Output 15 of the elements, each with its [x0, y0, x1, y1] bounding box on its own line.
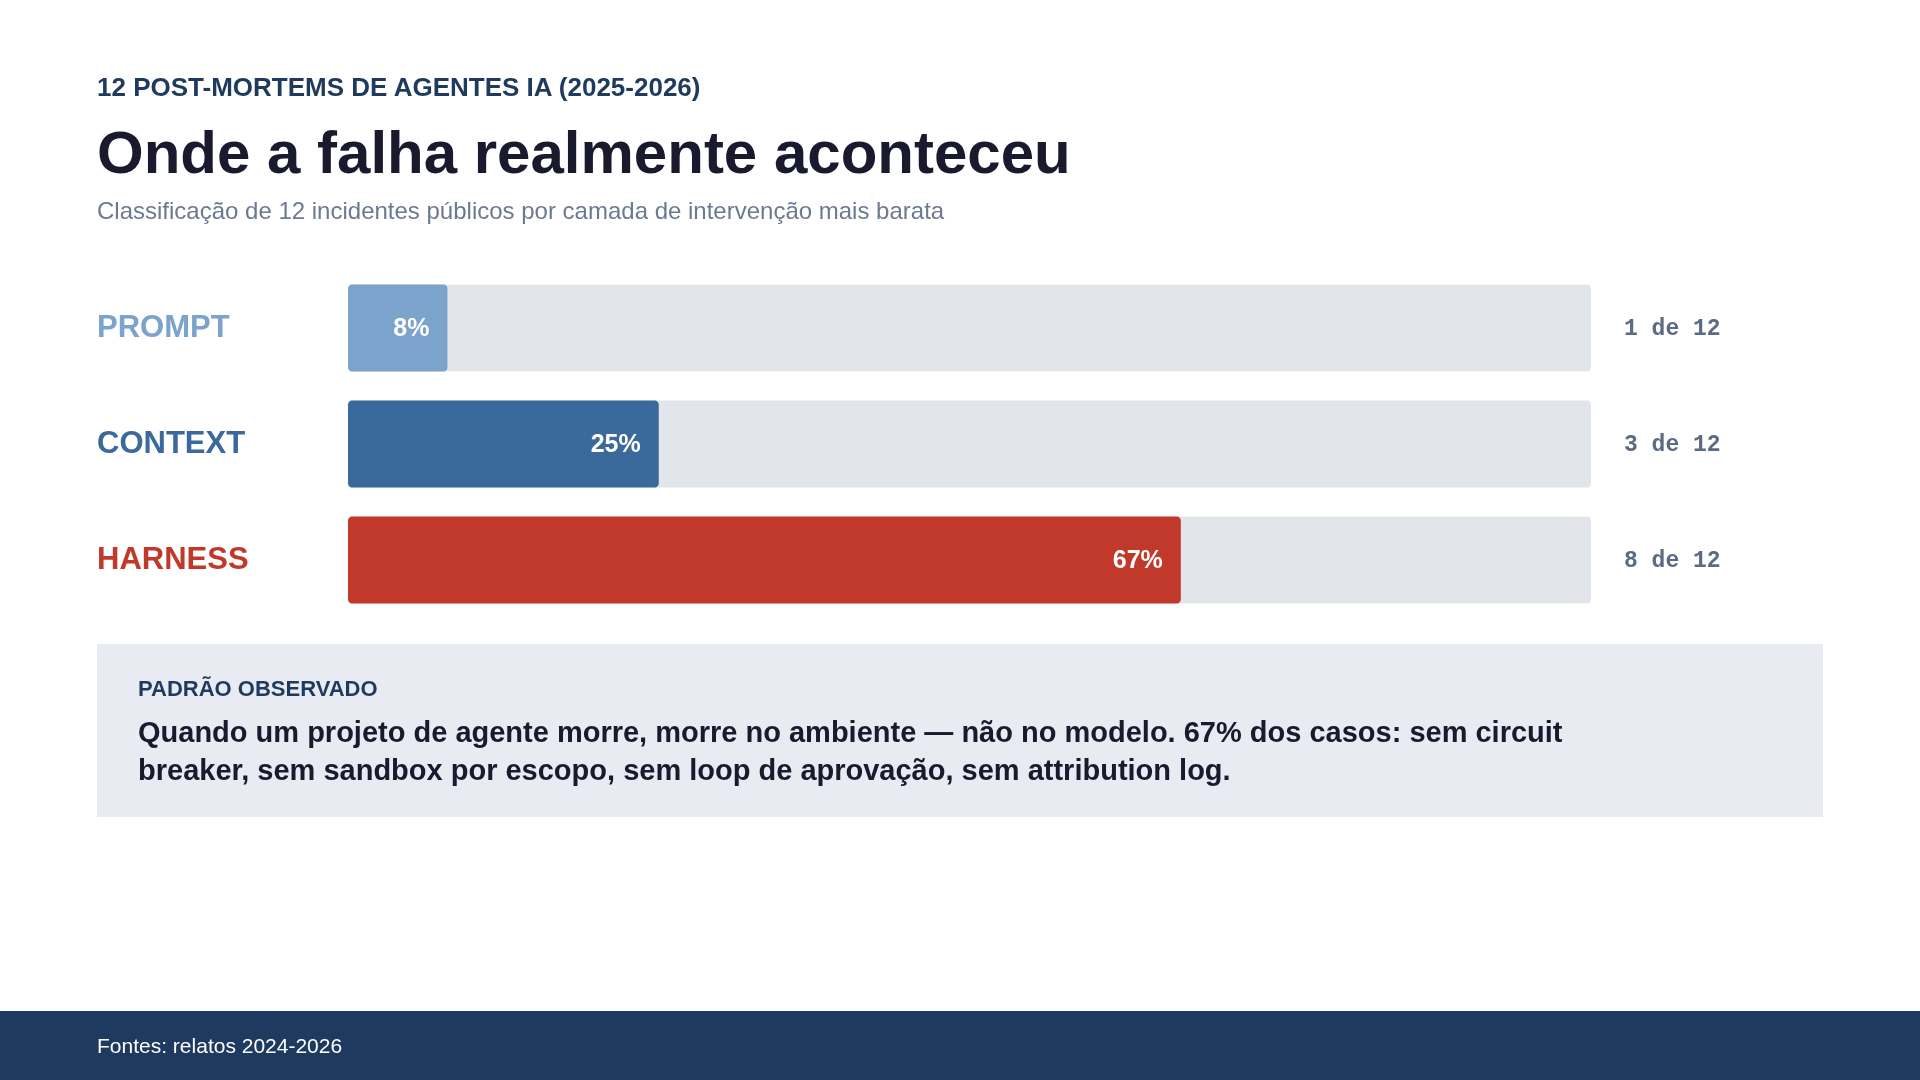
data-label: 67%: [1112, 545, 1163, 573]
y-tick-label: PROMPT: [97, 309, 230, 344]
text: Fontes: relatos 2024-2026: [97, 1034, 343, 1057]
y-tick-label: HARNESS: [97, 541, 249, 576]
chart-subtitle: Classificação de 12 incidentes públicos por camada de intervenção mais barata: [97, 197, 945, 224]
data-label: 25%: [590, 429, 641, 457]
text: 8 de 12: [1624, 548, 1721, 574]
text: 12 POST-MORTEMS DE AGENTES IA (2025-2026): [97, 72, 701, 102]
text: 1 de 12: [1624, 316, 1721, 342]
data-label: 8%: [393, 313, 430, 341]
text: 3 de 12: [1624, 432, 1721, 458]
text: PADRÃO OBSERVADO: [138, 676, 378, 701]
y-tick-label: CONTEXT: [97, 425, 246, 460]
chart-title: Onde a falha realmente aconteceu: [97, 119, 1071, 186]
text: Quando um projeto de agente morre, morre no ambiente — não no modelo. 67% dos casos: sem circuit breaker, sem sandbox por escopo, sem loop de aprovação, sem attribution log.: [138, 716, 1563, 786]
